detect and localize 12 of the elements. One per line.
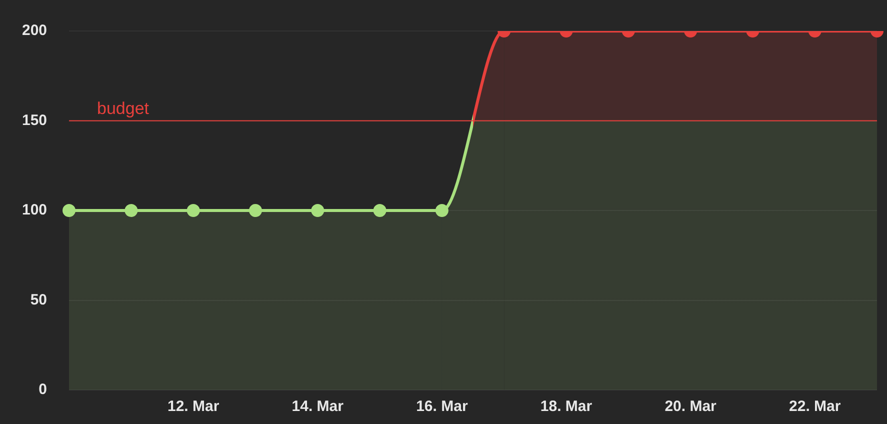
- y-tick-label: 0: [38, 381, 48, 398]
- x-tick-label: 20. Mar: [664, 398, 717, 416]
- y-tick-label: 50: [30, 291, 48, 308]
- x-tick-label: 18. Mar: [540, 398, 592, 416]
- x-tick-label: 12. Mar: [167, 398, 220, 416]
- x-tick-label: 16. Mar: [416, 398, 468, 416]
- x-tick-label: 22. Mar: [788, 398, 841, 416]
- y-tick-label: 150: [22, 112, 48, 129]
- x-tick-label: 14. Mar: [292, 398, 344, 416]
- y-tick-label: 100: [22, 202, 48, 219]
- y-tick-label: 200: [22, 22, 48, 40]
- ref-line-label: budget: [97, 98, 150, 118]
